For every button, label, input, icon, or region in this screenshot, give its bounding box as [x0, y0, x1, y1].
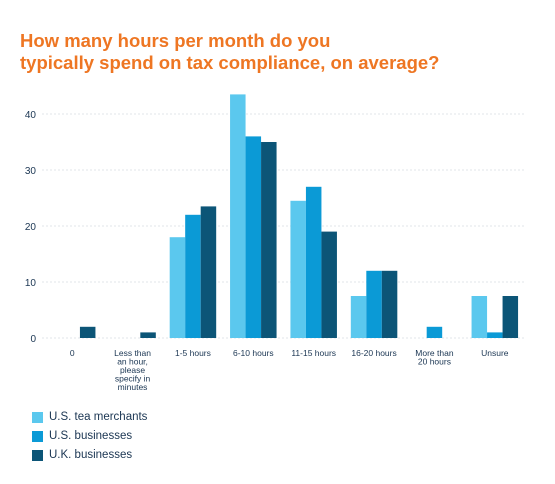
x-tick-label: Less than an hour, please specify in minutes	[114, 348, 151, 392]
bar	[321, 231, 337, 338]
chart-title-line-2: typically spend on tax compliance, on av…	[20, 52, 440, 73]
legend-item-uk-businesses: U.K. businesses	[32, 446, 147, 464]
legend-item-us-businesses: U.S. businesses	[32, 427, 147, 445]
x-tick-label: 6-10 hours	[233, 348, 274, 358]
legend-swatch	[32, 449, 43, 461]
bar	[169, 237, 186, 338]
legend-label: U.S. tea merchants	[49, 411, 148, 423]
bar	[350, 296, 367, 338]
bar	[426, 326, 443, 338]
bar	[79, 326, 96, 338]
y-tick-label: 10	[25, 278, 37, 289]
y-tick-label: 0	[30, 334, 36, 345]
legend-label: U.K. businesses	[49, 449, 133, 461]
bar	[185, 214, 201, 338]
bar	[381, 270, 398, 338]
bar	[471, 296, 488, 338]
bar-chart: 0 10 20 30 40 0 Less than an hour, please specify…	[25, 94, 525, 392]
y-tick-label: 40	[25, 110, 37, 121]
x-tick-label: 11-15 hours	[291, 348, 336, 358]
bar	[305, 186, 322, 338]
x-tick-label: Unsure	[481, 348, 509, 358]
chart-title: How many hours per month do you typicall…	[20, 30, 540, 74]
y-tick-label: 20	[25, 222, 37, 233]
chart-title-line-1: How many hours per month do you	[20, 30, 331, 51]
x-tick-label: 0	[70, 348, 75, 358]
legend-label: U.S. businesses	[49, 430, 133, 442]
bar	[230, 94, 246, 339]
bar	[290, 200, 306, 338]
bar	[366, 270, 382, 338]
legend-swatch	[32, 430, 43, 442]
x-tick-label: 1-5 hours	[175, 348, 211, 358]
bar	[140, 332, 156, 338]
bar	[200, 206, 217, 338]
y-tick-label: 30	[25, 166, 37, 177]
bar	[245, 136, 262, 338]
x-tick-label: 16-20 hours	[351, 348, 396, 358]
x-tick-label: More than 20 hours	[415, 348, 454, 367]
bar	[261, 142, 277, 338]
bar	[487, 332, 503, 338]
legend: U.S. tea merchants U.S. businesses U.K. …	[32, 408, 147, 465]
legend-swatch	[32, 411, 43, 423]
legend-item-us-tea-merchants: U.S. tea merchants	[32, 408, 147, 426]
bar	[502, 296, 519, 338]
